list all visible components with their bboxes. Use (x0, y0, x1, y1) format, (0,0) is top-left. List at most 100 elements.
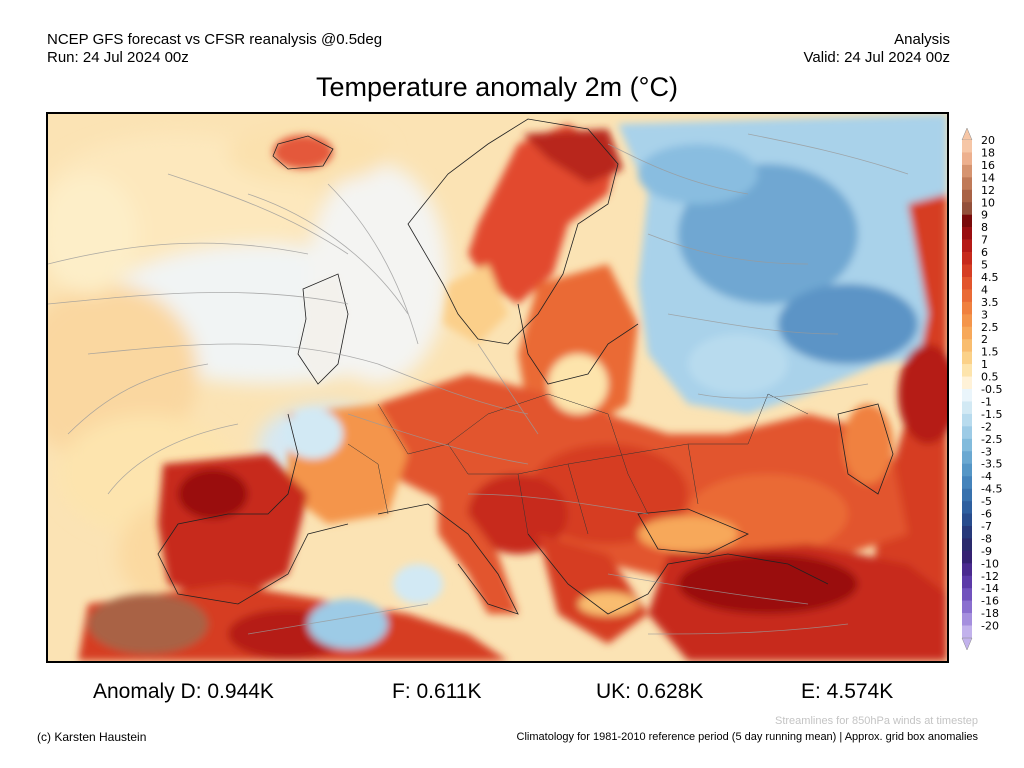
wind-streamlines (48, 133, 909, 635)
coastlines (157, 118, 894, 615)
colorbar-swatch (962, 189, 972, 203)
colorbar-label: -5 (981, 495, 992, 508)
colorbar-swatch (962, 364, 972, 377)
valid-line: Valid: 24 Jul 2024 00z (803, 49, 951, 66)
colorbar-label: -8 (981, 532, 992, 545)
colorbar-label: 1.5 (981, 346, 999, 359)
stat-e: E: 4.574K (801, 680, 894, 703)
colorbar-label: -2.5 (981, 433, 1002, 446)
anomaly-map (46, 112, 949, 663)
colorbar-label: 18 (981, 146, 995, 159)
stat-f: F: 0.611K (392, 680, 482, 703)
colorbar-swatch (962, 513, 972, 527)
stat-uk: UK: 0.628K (596, 680, 704, 703)
colorbar-swatch (962, 152, 972, 166)
colorbar-label: -10 (981, 557, 999, 570)
climatology-note: Climatology for 1981-2010 reference peri… (516, 731, 978, 743)
colorbar-label: -18 (981, 607, 999, 620)
colorbar-swatch (962, 426, 972, 440)
colorbar-swatch (962, 401, 972, 415)
map-title: Temperature anomaly 2m (°C) (316, 72, 678, 102)
colorbar-label: -3 (981, 445, 992, 458)
colorbar-label: 0.5 (981, 371, 999, 384)
colorbar-label: -4 (981, 470, 992, 483)
colorbar-swatch (962, 538, 972, 552)
colorbar-label: 2 (981, 333, 988, 346)
colorbar-swatch (962, 301, 972, 315)
colorbar-label: -6 (981, 508, 992, 521)
colorbar-swatch (962, 563, 972, 577)
colorbar-label: -4.5 (981, 483, 1002, 496)
colorbar-swatch (962, 476, 972, 489)
type-line: Analysis (894, 31, 950, 48)
colorbar-label: 16 (981, 159, 995, 172)
colorbar-swatch (962, 214, 972, 228)
colorbar-swatch (962, 613, 972, 626)
colorbar-swatch (962, 413, 972, 427)
colorbar-label: -1.5 (981, 408, 1002, 421)
colorbar-swatch (962, 625, 972, 639)
colorbar-label: 3.5 (981, 296, 999, 309)
colorbar-swatch (962, 351, 972, 365)
colorbar-swatch (962, 525, 972, 539)
colorbar-top-arrow (961, 127, 973, 141)
colorbar-swatch (962, 252, 972, 265)
colorbar-swatch (962, 588, 972, 601)
colorbar-label: -3.5 (981, 458, 1002, 471)
colorbar-label: 4 (981, 283, 988, 296)
colorbar-swatch (962, 550, 972, 564)
colorbar-swatch (962, 389, 972, 402)
colorbar-swatch (962, 501, 972, 514)
colorbar-swatch (962, 438, 972, 452)
colorbar-label: -16 (981, 595, 999, 608)
colorbar-swatch (962, 264, 972, 278)
colorbar-swatch (962, 326, 972, 340)
colorbar-label: 6 (981, 246, 988, 259)
colorbar-label: 5 (981, 259, 988, 272)
colorbar-bottom-arrow (961, 637, 973, 651)
colorbar-label: -0.5 (981, 383, 1002, 396)
colorbar-label: -12 (981, 570, 999, 583)
colorbar-label: 4.5 (981, 271, 999, 284)
colorbar-label: 12 (981, 184, 995, 197)
colorbar-label: -1 (981, 395, 992, 408)
colorbar-label: 14 (981, 171, 995, 184)
colorbar-label: 9 (981, 209, 988, 222)
colorbar-label: 10 (981, 196, 995, 209)
colorbar-swatch (962, 376, 972, 390)
colorbar-label: -2 (981, 420, 992, 433)
colorbar-label: 3 (981, 308, 988, 321)
stat-anomaly-d: Anomaly D: 0.944K (93, 680, 274, 703)
colorbar-swatch (962, 164, 972, 178)
colorbar-swatch (962, 202, 972, 215)
colorbar-swatch (962, 177, 972, 191)
colorbar-label: 7 (981, 234, 988, 247)
streamlines-note: Streamlines for 850hPa winds at timestep (775, 715, 978, 727)
colorbar-swatch (962, 451, 972, 464)
model-line: NCEP GFS forecast vs CFSR reanalysis @0.… (47, 31, 383, 48)
colorbar-label: -9 (981, 545, 992, 558)
colorbar-swatch (962, 463, 972, 477)
colorbar-label: -7 (981, 520, 992, 533)
colorbar-label: -20 (981, 620, 999, 633)
colorbar-swatch (962, 140, 972, 153)
copyright: (c) Karsten Haustein (37, 730, 147, 744)
colorbar-swatch (962, 289, 972, 303)
colorbar-label: 20 (981, 134, 995, 147)
land-anomaly-fields (78, 114, 947, 661)
colorbar-swatch (962, 339, 972, 352)
colorbar-legend: 201816141210987654.543.532.521.510.5-0.5… (961, 127, 1002, 651)
colorbar-label: 2.5 (981, 321, 999, 334)
run-line: Run: 24 Jul 2024 00z (47, 49, 189, 66)
colorbar-swatch (962, 575, 972, 589)
country-borders (347, 393, 809, 535)
colorbar-label: 1 (981, 358, 988, 371)
colorbar-label: -14 (981, 582, 999, 595)
colorbar-swatch (962, 314, 972, 328)
colorbar-swatch (962, 488, 972, 502)
colorbar-label: 8 (981, 221, 988, 234)
colorbar-swatch (962, 227, 972, 240)
colorbar-swatch (962, 276, 972, 290)
colorbar-swatch (962, 239, 972, 253)
colorbar-swatch (962, 600, 972, 614)
